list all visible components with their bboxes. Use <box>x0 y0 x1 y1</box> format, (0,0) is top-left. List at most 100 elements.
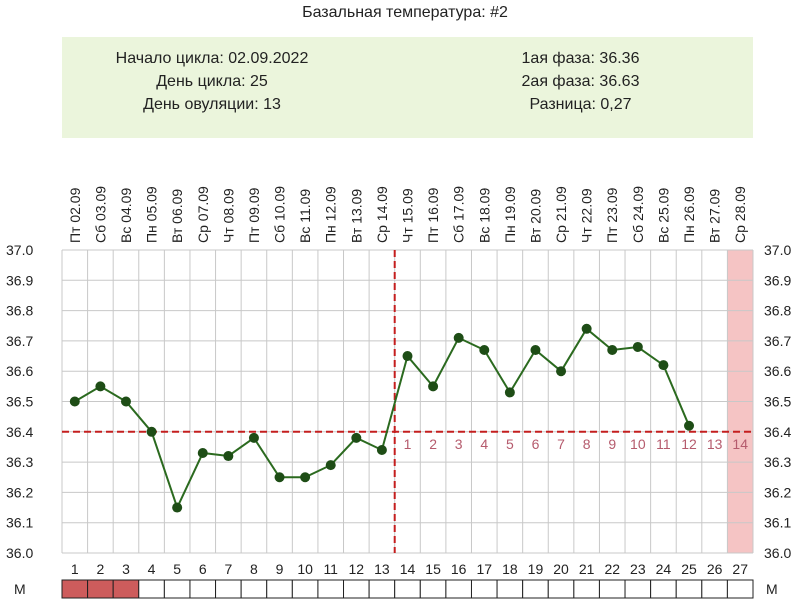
y-tick-label-right: 36.7 <box>764 333 791 349</box>
date-label: Вс 18.09 <box>476 188 492 243</box>
temperature-point <box>658 360 669 371</box>
day-number-label: 22 <box>604 561 620 577</box>
cycle-info-left: Начало цикла: 02.09.2022 День цикла: 25 … <box>62 47 362 116</box>
temperature-point <box>300 472 311 483</box>
temperature-point <box>69 396 80 407</box>
day-number-label: 23 <box>630 561 646 577</box>
phase-day-counter: 5 <box>506 436 514 452</box>
date-label: Чт 08.09 <box>220 188 236 243</box>
date-label: Ср 28.09 <box>732 186 748 243</box>
day-number-label: 16 <box>451 561 467 577</box>
day-number-label: 9 <box>276 561 284 577</box>
y-tick-label-right: 36.5 <box>764 394 791 410</box>
date-label: Пн 12.09 <box>323 186 339 243</box>
phase-difference: Разница: 0,27 <box>529 96 632 113</box>
temperature-point <box>223 451 234 462</box>
date-label: Вт 20.09 <box>527 189 543 243</box>
menses-cell <box>240 579 268 599</box>
temperature-point <box>351 432 362 443</box>
phase-day-counter: 6 <box>532 436 540 452</box>
phase-day-counter: 1 <box>404 436 412 452</box>
y-tick-label-left: 37.0 <box>6 242 33 258</box>
day-number-label: 17 <box>476 561 492 577</box>
phase-day-counter: 2 <box>429 436 437 452</box>
date-label: Ср 21.09 <box>553 186 569 243</box>
menses-cell <box>522 579 549 599</box>
date-label: Чт 22.09 <box>579 188 595 243</box>
y-tick-label-left: 36.9 <box>6 272 33 288</box>
phase-day-counter: 4 <box>480 436 488 452</box>
day-number-label: 2 <box>96 561 104 577</box>
day-number-label: 13 <box>374 561 390 577</box>
cycle-day: День цикла: 25 <box>156 73 268 90</box>
day-number-label: 12 <box>349 561 365 577</box>
date-label: Пт 09.09 <box>246 187 262 243</box>
y-tick-label-left: 36.7 <box>6 333 33 349</box>
y-tick-label-right: 36.8 <box>764 303 791 319</box>
menses-label-left: М <box>14 581 26 597</box>
menses-cell <box>726 579 754 599</box>
temperature-point <box>376 444 387 455</box>
cycle-start: Начало цикла: 02.09.2022 <box>115 50 309 67</box>
date-label: Вт 27.09 <box>707 189 723 243</box>
y-tick-label-right: 36.2 <box>764 484 791 500</box>
y-tick-label-left: 36.1 <box>6 515 33 531</box>
day-number-label: 25 <box>681 561 697 577</box>
day-number-label: 8 <box>250 561 258 577</box>
date-label: Ср 07.09 <box>195 186 211 243</box>
y-tick-label-left: 36.8 <box>6 303 33 319</box>
cycle-info-panel: Начало цикла: 02.09.2022 День цикла: 25 … <box>62 37 753 138</box>
temperature-point <box>504 387 515 398</box>
temperature-point <box>428 381 439 392</box>
menses-cell <box>394 579 421 599</box>
menses-cell-marked <box>87 579 114 599</box>
menses-cell <box>215 579 242 599</box>
menses-label-right: М <box>766 581 778 597</box>
date-label: Сб 10.09 <box>272 186 288 243</box>
menses-cell <box>266 579 293 599</box>
phase-day-counter: 8 <box>583 436 591 452</box>
temperature-point <box>95 381 106 392</box>
menses-cell <box>163 579 191 599</box>
temperature-line <box>74 327 690 511</box>
y-tick-label-left: 36.4 <box>6 424 33 440</box>
menses-cell-marked <box>112 579 140 599</box>
menses-cell <box>445 579 472 599</box>
temperature-point <box>402 351 413 362</box>
menses-cell-marked <box>61 579 89 599</box>
menses-cell <box>368 579 396 599</box>
day-number-label: 7 <box>224 561 232 577</box>
phase-day-counter: 11 <box>656 436 671 452</box>
menses-cell <box>291 579 319 599</box>
date-label: Сб 17.09 <box>451 186 467 243</box>
day-number-label: 21 <box>579 561 595 577</box>
phase-2-average: 2ая фаза: 36.63 <box>521 73 640 90</box>
date-label: Вс 25.09 <box>655 188 671 243</box>
date-label: Чт 15.09 <box>400 188 416 243</box>
y-tick-label-left: 36.2 <box>6 484 33 500</box>
temperature-point <box>172 502 183 513</box>
menses-cell <box>496 579 524 599</box>
phase-day-counter: 12 <box>681 436 697 452</box>
day-number-label: 15 <box>425 561 441 577</box>
temperature-point <box>197 448 208 459</box>
temperature-point <box>146 426 157 437</box>
menses-cell <box>624 579 652 599</box>
menses-cell <box>343 579 370 599</box>
day-number-label: 6 <box>199 561 207 577</box>
date-label: Пн 19.09 <box>502 186 518 243</box>
y-tick-label-left: 36.3 <box>6 454 33 470</box>
menses-cell <box>598 579 626 599</box>
menses-cell <box>317 579 345 599</box>
date-label: Пн 05.09 <box>144 186 160 243</box>
day-number-label: 1 <box>71 561 79 577</box>
phase-day-counter: 9 <box>608 436 616 452</box>
y-tick-label-right: 36.6 <box>764 363 791 379</box>
date-label: Вс 04.09 <box>118 188 134 243</box>
menses-cell <box>547 579 575 599</box>
temperature-point <box>479 344 490 355</box>
day-number-label: 3 <box>122 561 130 577</box>
day-number-label: 14 <box>400 561 416 577</box>
menses-cell <box>573 579 600 599</box>
